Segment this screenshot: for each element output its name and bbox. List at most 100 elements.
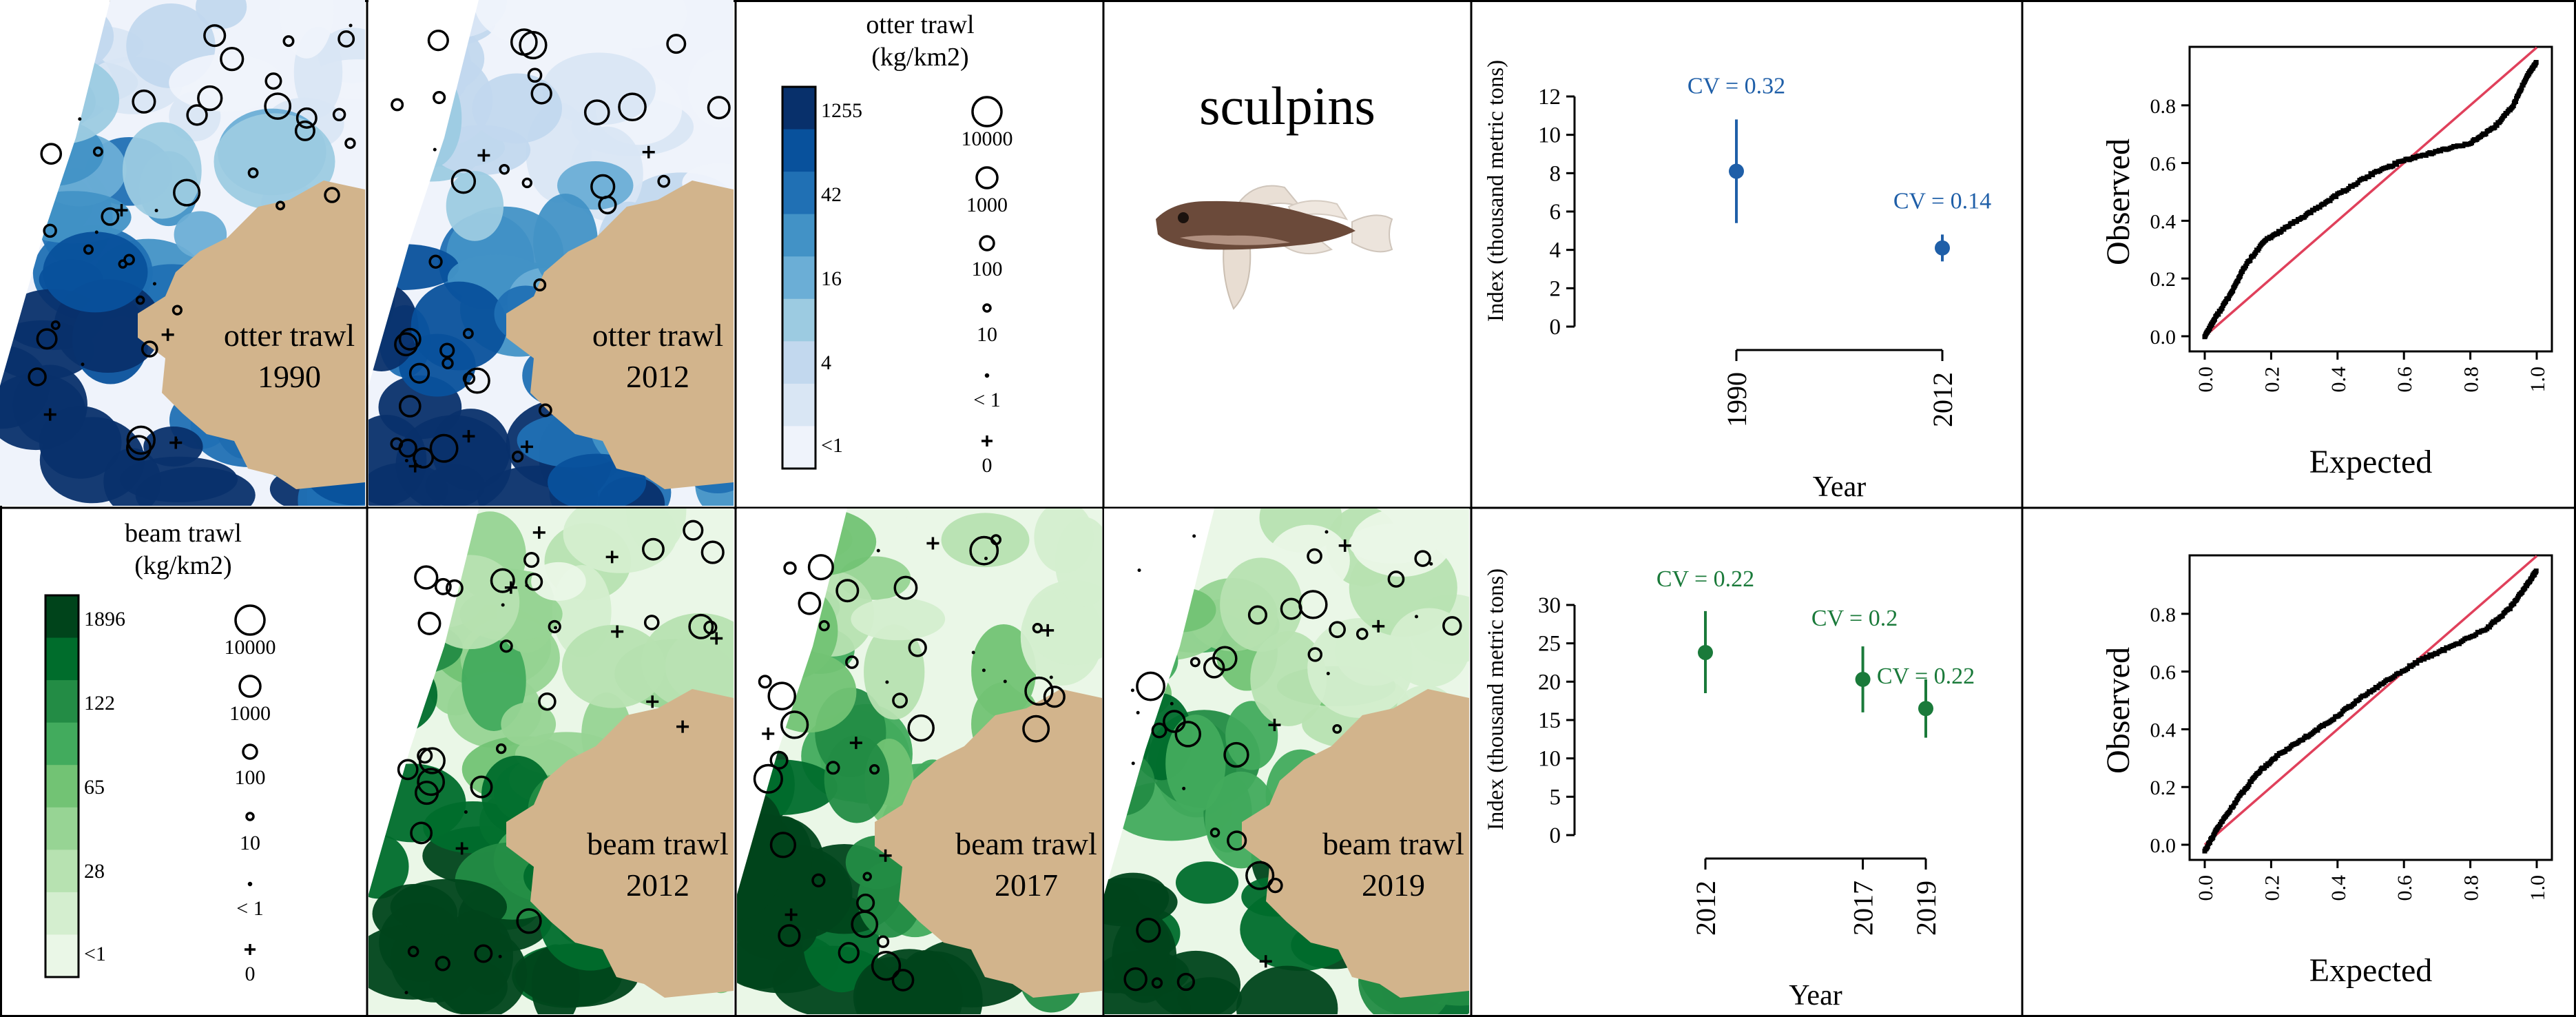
ramp-swatch xyxy=(782,298,816,342)
station-marker xyxy=(1298,590,1328,619)
station-marker xyxy=(893,575,918,600)
station-marker xyxy=(538,403,552,418)
station-marker xyxy=(969,535,999,566)
station-marker xyxy=(1137,568,1141,573)
station-marker xyxy=(521,177,533,189)
land-mass xyxy=(506,181,734,489)
beam-legend-title-line1: beam trawl xyxy=(125,519,242,548)
station-marker xyxy=(1245,861,1275,890)
station-marker xyxy=(470,775,493,799)
station-marker xyxy=(332,107,346,122)
density-patch xyxy=(122,122,202,219)
station-marker xyxy=(408,362,430,384)
size-key-circle xyxy=(234,604,266,636)
zero-catch-marker xyxy=(762,727,775,740)
qq-point xyxy=(2286,223,2292,229)
station-marker xyxy=(445,579,464,597)
station-marker xyxy=(1247,605,1268,625)
qq-point xyxy=(2233,800,2239,805)
otter-break-label: 16 xyxy=(821,267,842,290)
otter-size-label: < 1 xyxy=(973,389,1000,411)
density-patch xyxy=(472,73,562,144)
station-marker xyxy=(427,30,449,52)
station-marker xyxy=(1049,675,1053,679)
zero-cross-marker xyxy=(245,944,256,955)
qq-point xyxy=(2216,311,2221,317)
station-marker xyxy=(474,944,493,963)
beam-legend-title-line2: (kg/km2) xyxy=(134,551,231,580)
station-marker xyxy=(43,223,57,238)
qq-point xyxy=(2275,231,2281,236)
beam-size-label: 0 xyxy=(245,963,256,985)
land-mass xyxy=(138,181,365,489)
otter-size-label: 1000 xyxy=(966,194,1008,216)
station-marker xyxy=(838,942,860,964)
qq-point xyxy=(2207,840,2212,845)
station-marker xyxy=(410,821,433,845)
y-tick-label: 0.8 xyxy=(2150,604,2177,626)
zero-catch-marker xyxy=(1041,624,1055,637)
qq-point xyxy=(2507,606,2513,612)
qq-point xyxy=(2247,258,2253,263)
station-marker xyxy=(152,282,156,286)
station-marker xyxy=(851,910,879,938)
plot-frame xyxy=(2188,554,2553,861)
station-marker xyxy=(398,327,422,351)
map-panel: beam trawl 2012 xyxy=(368,508,734,1014)
station-marker xyxy=(495,743,507,754)
station-marker xyxy=(1131,761,1135,766)
beam-break-label: <1 xyxy=(84,943,106,965)
beam-index-chart: 0 5 10 15 20 25 30 Index (thousand metric tons)… xyxy=(1484,566,1975,1011)
zero-catch-marker xyxy=(115,204,128,217)
station-marker xyxy=(417,748,433,764)
station-marker xyxy=(186,104,208,126)
station-marker xyxy=(1326,671,1330,675)
station-marker xyxy=(971,650,975,655)
ramp-swatch xyxy=(782,256,816,300)
density-patch xyxy=(461,630,526,731)
beam-size-label: 10 xyxy=(240,832,260,854)
qq-point xyxy=(2442,648,2447,653)
density-patch xyxy=(941,513,1030,568)
map-panel: otter trawl 1990 xyxy=(0,0,365,506)
otter-size-label: 10000 xyxy=(962,127,1013,150)
station-marker xyxy=(1151,977,1163,989)
station-marker xyxy=(707,96,731,120)
station-marker xyxy=(349,23,353,28)
station-marker xyxy=(984,557,988,561)
map-panel: beam trawl 2017 xyxy=(737,508,1102,1014)
x-tick-label: 0.6 xyxy=(2393,367,2416,393)
qq-point xyxy=(2212,316,2217,322)
land-mass xyxy=(1242,689,1469,998)
species-title: sculpins xyxy=(1199,76,1375,136)
y-tick-label: 15 xyxy=(1538,708,1561,733)
qq-point xyxy=(2511,601,2517,606)
map-survey-label: beam trawl xyxy=(1322,826,1464,861)
index-point xyxy=(1729,163,1744,179)
station-marker xyxy=(126,425,156,455)
density-patch xyxy=(390,879,508,935)
station-marker xyxy=(1387,571,1405,588)
zero-catch-marker xyxy=(611,625,624,638)
y-tick-label: 0 xyxy=(1550,315,1561,340)
station-marker xyxy=(683,520,704,541)
density-patch xyxy=(1175,861,1239,904)
map-panel: beam trawl 2019 xyxy=(1104,508,1469,1014)
station-marker xyxy=(1332,724,1342,734)
reference-line xyxy=(2203,46,2538,338)
reference-line xyxy=(2203,555,2538,846)
station-marker xyxy=(1414,615,1418,619)
beam-size-label: 10000 xyxy=(225,636,276,659)
station-marker xyxy=(1136,671,1166,701)
x-tick-label: 0.2 xyxy=(2261,367,2283,393)
otter-break-label: 42 xyxy=(821,183,842,206)
fish-tail xyxy=(1351,214,1393,253)
x-tick-label: 0.4 xyxy=(2327,875,2350,901)
zero-catch-marker xyxy=(642,145,655,158)
station-marker xyxy=(533,278,547,291)
qq-point xyxy=(2370,172,2376,178)
station-marker xyxy=(1136,918,1161,943)
station-marker xyxy=(981,668,986,672)
station-marker xyxy=(1174,721,1202,748)
station-marker xyxy=(132,89,156,114)
